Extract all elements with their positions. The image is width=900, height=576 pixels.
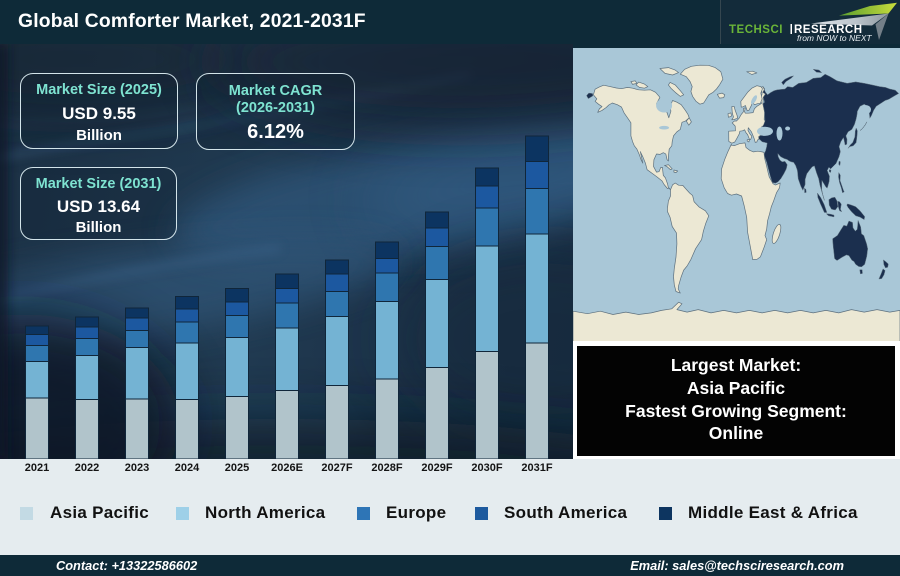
- svg-text:RESEARCH: RESEARCH: [794, 24, 863, 36]
- svg-text:TECHSCI: TECHSCI: [729, 24, 783, 36]
- svg-text:from NOW to NEXT: from NOW to NEXT: [797, 33, 872, 43]
